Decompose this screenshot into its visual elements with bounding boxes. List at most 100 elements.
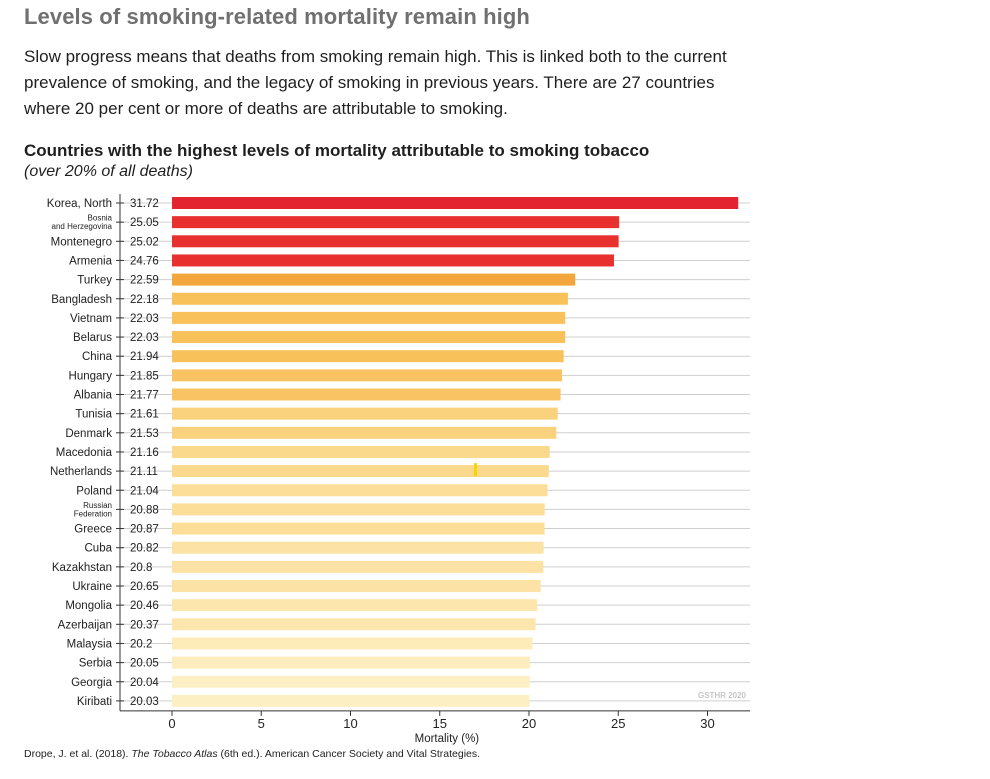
category-label: Greece [74, 524, 112, 536]
category-label: Belarus [73, 332, 112, 344]
value-label: 20.05 [130, 658, 159, 670]
value-label: 22.03 [130, 332, 159, 344]
category-label: Poland [76, 485, 112, 497]
category-label: Netherlands [50, 466, 112, 478]
bar [172, 445, 550, 458]
category-label: and Herzegovina [52, 222, 113, 231]
value-label: 21.61 [130, 409, 159, 421]
bar [172, 254, 614, 267]
bar [172, 369, 563, 382]
x-tick-label: 25 [611, 716, 625, 731]
value-label: 21.85 [130, 370, 159, 382]
chart-title: Countries with the highest levels of mor… [24, 141, 650, 160]
bar [172, 637, 533, 650]
category-label: Tunisia [75, 409, 112, 421]
category-label: Montenegro [51, 236, 112, 248]
highlight-marker [473, 463, 477, 477]
intro-paragraph: Slow progress means that deaths from smo… [24, 47, 727, 118]
page-title: Levels of smoking-related mortality rema… [24, 4, 530, 29]
category-label: Serbia [79, 658, 113, 670]
bar [172, 292, 568, 305]
category-label: Hungary [69, 370, 113, 382]
value-label: 22.03 [130, 313, 159, 325]
value-label: 20.03 [130, 696, 159, 708]
watermark: GSTHR 2020 [698, 691, 747, 700]
value-label: 24.76 [130, 255, 159, 267]
value-label: 22.18 [130, 294, 159, 306]
bar [172, 273, 576, 286]
category-label: Georgia [71, 677, 113, 689]
category-label: Cuba [85, 543, 113, 555]
x-tick-label: 30 [700, 716, 714, 731]
source-citation: Drope, J. et al. (2018). The Tobacco Atl… [24, 748, 480, 760]
category-label: Macedonia [56, 447, 113, 459]
value-label: 20.82 [130, 543, 159, 555]
bar [172, 484, 548, 497]
x-axis-label: Mortality (%) [415, 733, 480, 745]
value-label: 20.87 [130, 524, 159, 536]
bar [172, 235, 619, 248]
value-label: 20.8 [130, 562, 152, 574]
source-prefix: Drope, J. et al. (2018). [24, 748, 132, 760]
bar [172, 656, 530, 669]
bar [172, 388, 561, 401]
chart-subtitle: (over 20% of all deaths) [24, 163, 193, 180]
bar [172, 331, 566, 344]
category-label: Ukraine [72, 581, 112, 593]
value-label: 21.11 [130, 466, 158, 478]
category-label: Korea, North [47, 198, 112, 210]
value-label: 25.05 [130, 217, 159, 229]
x-tick-label: 20 [522, 716, 536, 731]
category-label: China [82, 351, 113, 363]
bar [172, 675, 530, 688]
category-label: Vietnam [70, 313, 112, 325]
category-label: Kazakhstan [52, 562, 112, 574]
bar [172, 407, 558, 420]
bar [172, 694, 530, 707]
x-tick-label: 0 [168, 716, 175, 731]
bar [172, 599, 538, 612]
bar [172, 541, 544, 554]
bar [172, 560, 544, 573]
value-label: 22.59 [130, 275, 159, 287]
bar [172, 522, 545, 535]
category-label: Kiribati [77, 696, 112, 708]
value-label: 20.65 [130, 581, 159, 593]
category-label: Bangladesh [51, 294, 112, 306]
value-label: 31.72 [130, 198, 159, 210]
value-label: 20.04 [130, 677, 159, 689]
bar [172, 503, 545, 516]
value-label: 21.16 [130, 447, 159, 459]
bar [172, 311, 566, 324]
value-label: 21.77 [130, 390, 159, 402]
category-label: Denmark [65, 428, 112, 440]
category-label: Federation [74, 509, 112, 518]
category-label: Armenia [69, 255, 112, 267]
value-label: 20.88 [130, 504, 159, 516]
value-label: 25.02 [130, 236, 159, 248]
bar [172, 618, 536, 631]
bar [172, 426, 557, 439]
source-suffix: (6th ed.). American Cancer Society and V… [217, 748, 481, 760]
value-label: 20.37 [130, 619, 159, 631]
category-label: Mongolia [65, 600, 112, 612]
value-label: 21.94 [130, 351, 159, 363]
category-label: Azerbaijan [58, 619, 112, 631]
category-label: Albania [74, 390, 113, 402]
category-label: Russian [83, 501, 112, 510]
category-label: Turkey [77, 275, 112, 287]
bar [172, 350, 564, 363]
x-tick-label: 5 [258, 716, 265, 731]
bar [172, 465, 549, 478]
value-label: 21.04 [130, 485, 159, 497]
value-label: 20.46 [130, 600, 159, 612]
value-label: 20.2 [130, 638, 152, 650]
category-label: Bosnia [88, 214, 113, 223]
bar [172, 580, 541, 592]
category-label: Malaysia [67, 638, 113, 650]
bar [172, 216, 620, 229]
value-label: 21.53 [130, 428, 159, 440]
x-tick-label: 10 [343, 716, 357, 731]
x-tick-label: 15 [433, 716, 447, 731]
